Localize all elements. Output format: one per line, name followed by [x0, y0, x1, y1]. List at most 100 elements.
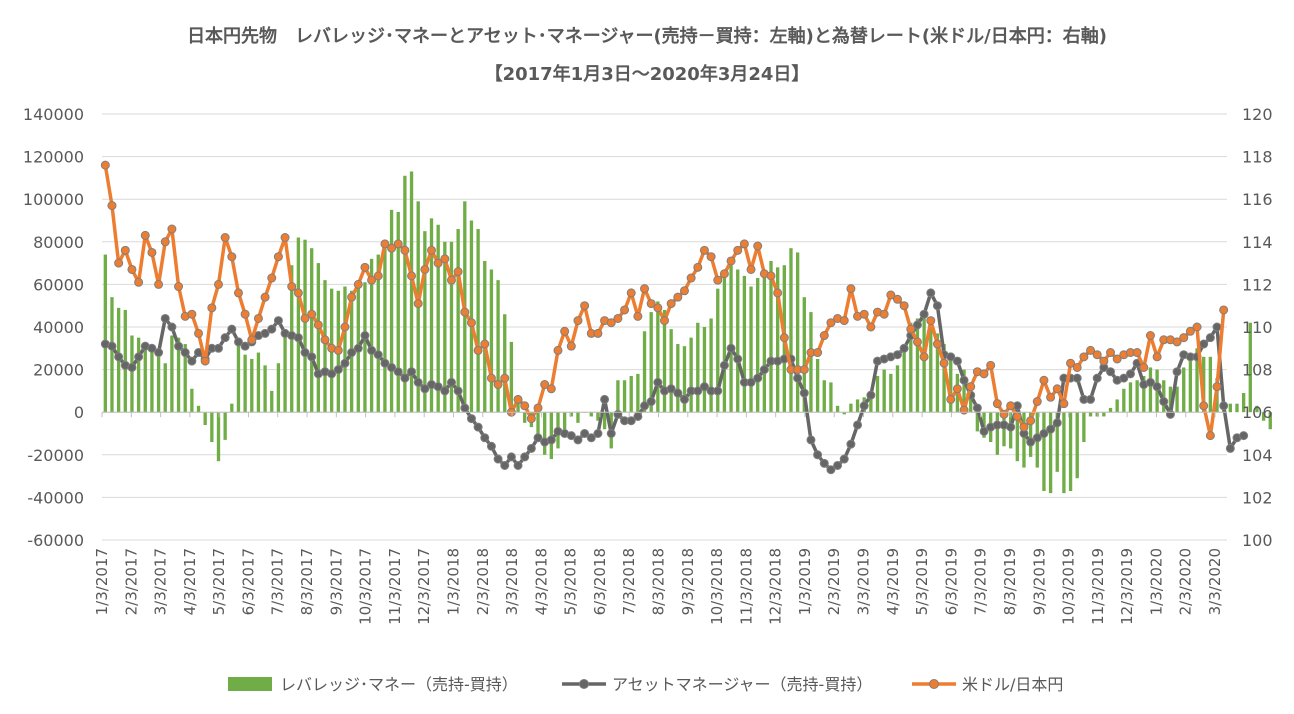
- leveraged-bar: [855, 399, 860, 413]
- x-tick-label: 2/3/2017: [122, 548, 140, 615]
- fx-point: [253, 313, 263, 323]
- asset-point: [833, 460, 843, 470]
- fx-point: [546, 384, 556, 394]
- asset-point: [600, 394, 610, 404]
- leveraged-bar: [729, 265, 733, 413]
- fx-point: [580, 301, 590, 311]
- asset-line-layer: [100, 288, 1249, 475]
- asset-point: [699, 382, 709, 392]
- x-tick-label: 2/3/2020: [1177, 548, 1195, 615]
- asset-point: [1199, 339, 1209, 349]
- asset-point: [453, 386, 463, 396]
- fx-point: [560, 326, 570, 336]
- leveraged-bar: [1108, 407, 1113, 413]
- leveraged-bars: [103, 171, 1272, 494]
- leveraged-bar: [176, 337, 181, 413]
- asset-point: [413, 377, 423, 387]
- leveraged-bar: [982, 412, 986, 438]
- fx-point: [733, 245, 743, 255]
- asset-point: [919, 309, 929, 319]
- fx-point: [1046, 392, 1056, 402]
- leveraged-bar: [196, 405, 201, 413]
- x-tick-label: 1/3/2018: [444, 548, 462, 615]
- fx-point: [307, 309, 317, 319]
- asset-point: [819, 458, 829, 468]
- x-tick-label: 3/3/2018: [503, 548, 521, 615]
- x-tick-label: 9/3/2018: [679, 548, 697, 615]
- fx-point: [466, 318, 476, 328]
- fx-point: [200, 356, 210, 366]
- asset-point: [853, 420, 863, 430]
- leveraged-bar: [689, 337, 693, 413]
- fx-point: [1205, 431, 1215, 441]
- fx-point: [946, 394, 956, 404]
- asset-point: [506, 452, 516, 462]
- asset-point: [633, 411, 643, 421]
- x-tick-label: 12/3/2018: [767, 548, 785, 625]
- leveraged-bar: [1241, 393, 1246, 413]
- fx-point: [533, 403, 543, 413]
- fx-point: [486, 373, 496, 383]
- fx-point: [640, 284, 650, 294]
- leveraged-bar: [223, 412, 227, 440]
- leveraged-bar: [902, 344, 906, 413]
- asset-point: [606, 429, 616, 438]
- leveraged-bar: [1148, 367, 1153, 413]
- leveraged-bar: [1062, 412, 1066, 494]
- axis-layer: 140000 120000 100000 80000 60000 40000 20000 0 -…: [23, 105, 1273, 625]
- fx-point: [1079, 352, 1089, 362]
- leveraged-bar: [243, 354, 247, 413]
- asset-point: [460, 403, 470, 413]
- fx-point: [473, 345, 483, 355]
- fx-point: [686, 273, 696, 283]
- leveraged-bar: [716, 288, 720, 413]
- fx-point: [393, 239, 403, 249]
- fx-point: [573, 316, 583, 326]
- asset-point: [693, 386, 703, 396]
- fx-point: [1012, 411, 1022, 421]
- asset-point: [486, 441, 496, 451]
- leveraged-bar: [170, 335, 174, 413]
- leveraged-bar: [1082, 412, 1086, 443]
- fx-point: [320, 335, 330, 345]
- asset-point: [626, 416, 636, 426]
- fx-point: [966, 382, 976, 392]
- leveraged-bar: [130, 335, 134, 413]
- fx-point: [273, 252, 283, 262]
- fx-point: [1179, 333, 1189, 343]
- fx-point: [347, 292, 357, 302]
- y-left-tick-label: 100000: [23, 190, 84, 209]
- fx-point: [267, 273, 277, 283]
- leveraged-bar: [929, 318, 933, 413]
- legend-swatch-leveraged: [228, 677, 272, 691]
- fx-point: [400, 245, 410, 255]
- fx-point: [233, 288, 243, 298]
- leveraged-bar: [456, 229, 460, 413]
- fx-point: [1139, 362, 1149, 372]
- leveraged-bar: [296, 237, 301, 413]
- asset-point: [1239, 431, 1249, 441]
- fx-point: [213, 279, 223, 289]
- asset-point: [586, 433, 596, 443]
- fx-point: [753, 241, 763, 251]
- leveraged-bar: [1162, 380, 1166, 413]
- fx-point: [653, 303, 663, 313]
- asset-point: [533, 433, 543, 443]
- leveraged-bar: [523, 412, 527, 423]
- leveraged-bar: [369, 258, 374, 413]
- leveraged-bar: [669, 329, 673, 413]
- y-right-tick-label: 108: [1242, 361, 1273, 380]
- asset-point: [340, 358, 350, 368]
- leveraged-bar: [622, 380, 627, 413]
- asset-point: [1006, 422, 1016, 432]
- x-tick-label: 6/3/2019: [942, 548, 960, 615]
- leveraged-bar: [276, 363, 281, 413]
- fx-point: [726, 256, 736, 266]
- leveraged-bar: [589, 412, 593, 417]
- asset-point: [580, 429, 590, 438]
- fx-point: [340, 322, 350, 332]
- y-left-tick-label: 0: [74, 403, 84, 422]
- asset-point: [926, 288, 936, 298]
- y-left-tick-label: -20000: [27, 446, 84, 465]
